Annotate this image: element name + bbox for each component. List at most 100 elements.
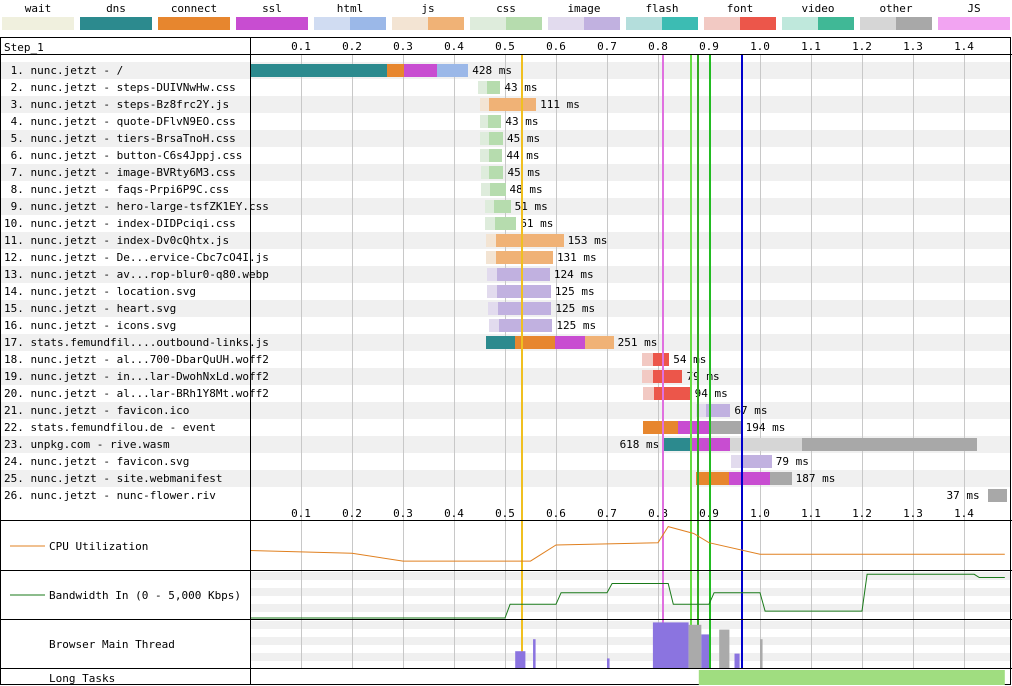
tick-label: 0.5: [495, 40, 515, 53]
wait-segment: [488, 319, 499, 332]
gridline: [454, 521, 455, 669]
dns-segment: [250, 64, 387, 77]
duration-label: 131 ms: [556, 251, 597, 264]
waterfall-frame: [0, 37, 1011, 685]
tick-label: 1.1: [801, 40, 821, 53]
gridline: [352, 521, 353, 669]
tick-label: 0.1: [291, 507, 311, 520]
tick-label: 0.3: [393, 40, 413, 53]
legend-swatch-dark: [194, 17, 230, 30]
event-marker-line: [661, 55, 664, 668]
request-label: 11. nunc.jetzt - index-Dv0cQhtx.js: [4, 234, 230, 247]
legend-label: flash: [645, 2, 679, 15]
main-thread-label: Browser Main Thread: [49, 638, 175, 651]
gridline: [964, 521, 965, 669]
download-segment: [652, 353, 670, 366]
legend-swatch-dark: [818, 17, 854, 30]
long-task-band: [698, 670, 1005, 685]
legend-swatch: [314, 17, 386, 30]
legend-swatch-light: [782, 17, 818, 30]
duration-label: 428 ms: [472, 64, 513, 77]
request-label: 3. nunc.jetzt - steps-Bz8frc2Y.js: [4, 98, 230, 111]
duration-label: 153 ms: [567, 234, 608, 247]
divider: [0, 668, 1012, 669]
legend-swatch-dark: [38, 17, 74, 30]
tick-label: 1.2: [852, 40, 872, 53]
event-marker-line: [709, 55, 711, 668]
gridline: [964, 55, 965, 521]
tick-label: 0.7: [597, 507, 617, 520]
ssl-segment: [692, 438, 731, 451]
legend-swatch-dark: [896, 17, 932, 30]
dns-segment: [661, 438, 690, 451]
duration-label: 48 ms: [509, 183, 543, 196]
divider: [0, 54, 1012, 55]
download-segment: [741, 455, 772, 468]
wait-segment: [480, 166, 490, 179]
legend-item: JS Execution: [936, 0, 1012, 34]
duration-label: 45 ms: [506, 132, 541, 145]
request-label: 12. nunc.jetzt - De...ervice-Cbc7cO4I.js: [4, 251, 269, 264]
legend-swatch: [548, 17, 620, 30]
request-label: 21. nunc.jetzt - favicon.ico: [4, 404, 190, 417]
duration-label: 194 ms: [745, 421, 786, 434]
duration-label: 79 ms: [686, 370, 720, 383]
gridline: [505, 521, 506, 669]
download-segment: [653, 370, 683, 383]
gridline: [556, 55, 557, 521]
panel-stripe: [251, 653, 1010, 661]
download-segment: [706, 404, 731, 417]
request-label: 26. nunc.jetzt - nunc-flower.riv: [4, 489, 216, 502]
legend-swatch-light: [236, 17, 272, 30]
download-segment: [489, 166, 504, 179]
tick-label: 0.4: [444, 507, 464, 520]
connect-segment: [514, 336, 556, 349]
cpu-label: CPU Utilization: [49, 540, 149, 553]
legend-swatch-light: [860, 17, 896, 30]
duration-label: 111 ms: [540, 98, 580, 111]
legend: wait dns connect ssl html js css image flash font…: [0, 0, 1012, 34]
divider: [0, 619, 1012, 620]
ssl-segment: [403, 64, 438, 77]
divider: [0, 570, 1012, 571]
wait-segment: [484, 200, 495, 213]
download-segment: [584, 336, 614, 349]
bandwidth-line: [250, 573, 1005, 619]
legend-item: wait: [0, 0, 76, 34]
download-segment: [495, 217, 517, 230]
gridline: [658, 55, 659, 521]
legend-label: js: [421, 2, 435, 15]
request-label: 8. nunc.jetzt - faqs-Prpi6P9C.css: [4, 183, 230, 196]
duration-label: 51 ms: [514, 200, 548, 213]
wait-segment: [642, 370, 654, 383]
legend-label: wait: [24, 2, 52, 15]
download-segment: [488, 98, 537, 111]
request-label: 5. nunc.jetzt - tiers-BrsaTnoH.css: [4, 132, 236, 145]
main-thread-activity: [688, 624, 702, 668]
legend-item: video: [780, 0, 856, 34]
gridline: [658, 521, 659, 669]
divider: [0, 520, 1012, 521]
download-segment: [988, 489, 1008, 502]
connect-segment: [386, 64, 404, 77]
gridline: [556, 521, 557, 669]
main-thread-activity: [734, 653, 740, 668]
request-label: 18. nunc.jetzt - al...700-DbarQuUH.woff2: [4, 353, 269, 366]
request-label: 9. nunc.jetzt - hero-large-tsfZK1EY.css: [4, 200, 269, 213]
gridline: [862, 521, 863, 669]
download-segment: [770, 472, 792, 485]
legend-swatch: [938, 17, 1010, 30]
tick-label: 0.6: [546, 507, 566, 520]
tick-label: 0.1: [291, 40, 311, 53]
gridline: [811, 521, 812, 669]
wait-segment: [480, 149, 489, 162]
gridline: [301, 521, 302, 669]
main-thread-activity: [533, 639, 536, 668]
long-tasks-label: Long Tasks: [49, 672, 116, 685]
request-label: 19. nunc.jetzt - in...lar-DwohNxLd.woff2: [4, 370, 269, 383]
legend-swatch-dark: [740, 17, 776, 30]
wait-segment: [487, 285, 498, 298]
download-segment: [486, 81, 501, 94]
legend-item: flash: [624, 0, 700, 34]
duration-label: 37 ms: [946, 489, 980, 502]
